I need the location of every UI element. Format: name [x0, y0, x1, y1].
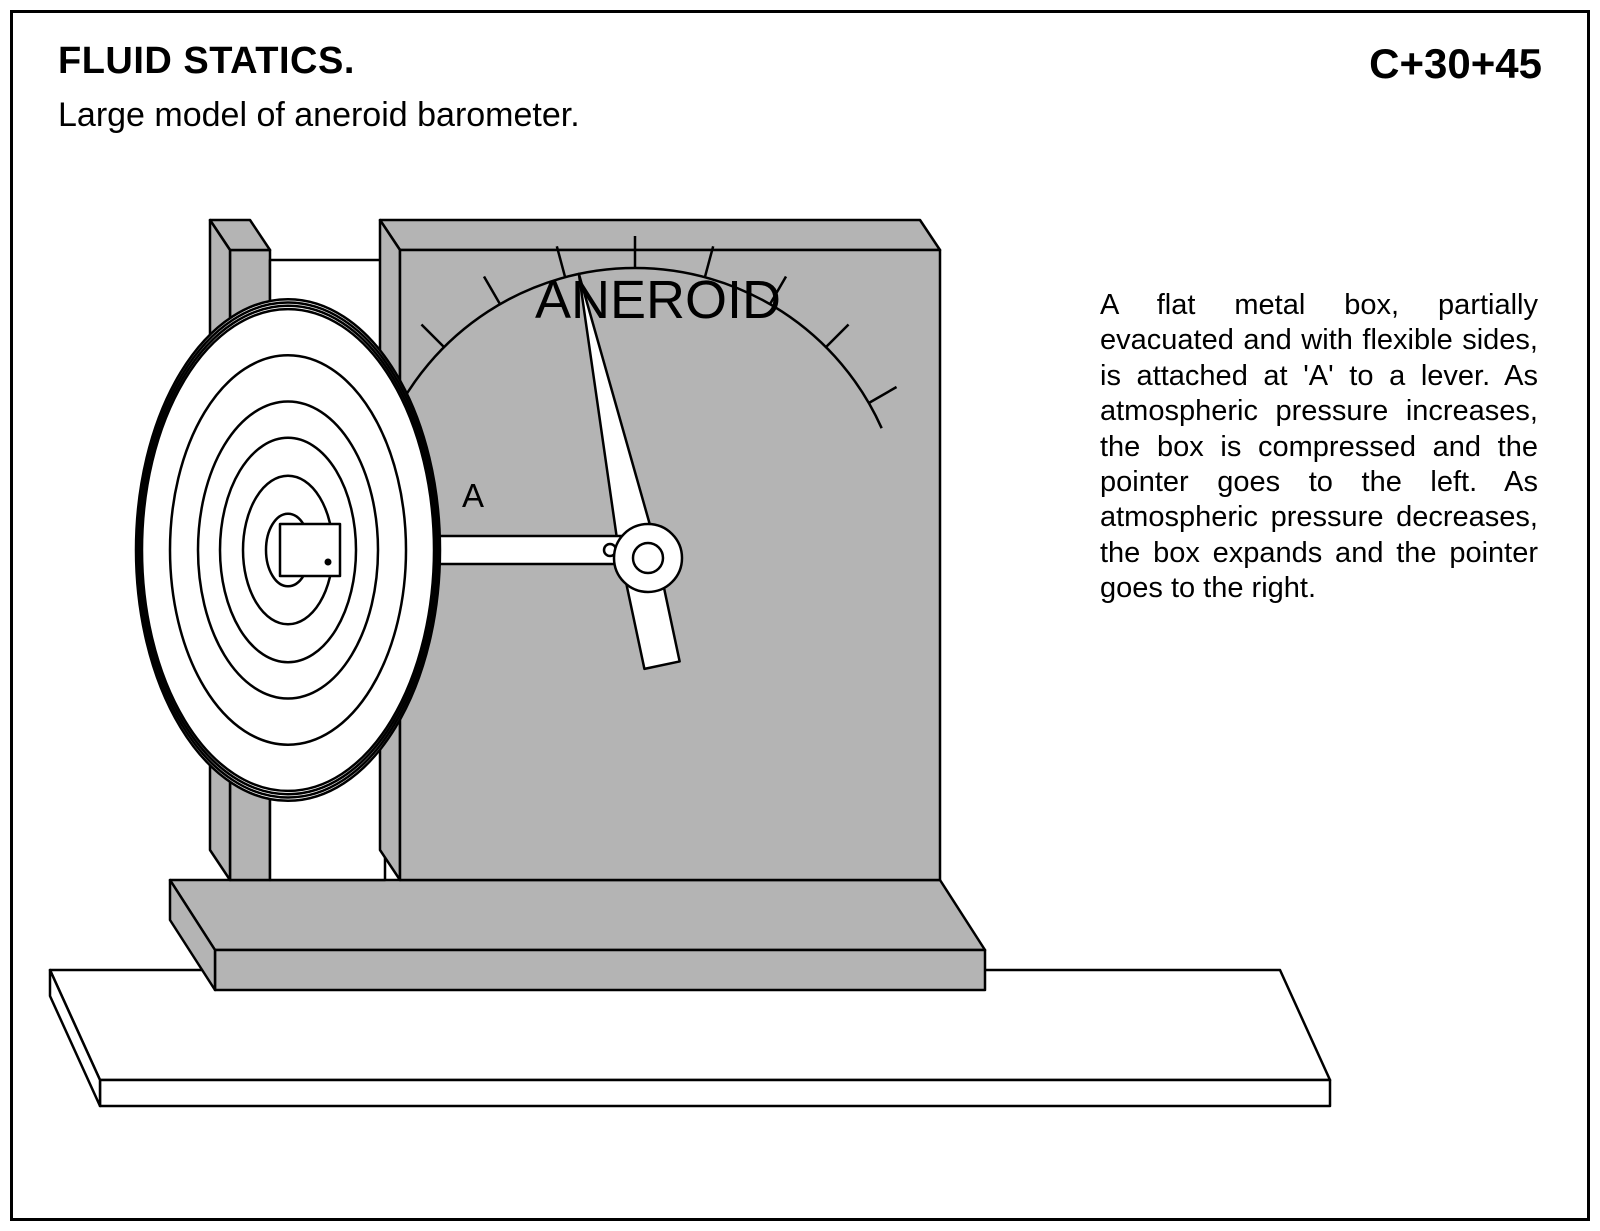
dial-label: ANEROID	[535, 270, 781, 330]
aneroid-barometer-diagram: ANEROID A	[40, 160, 1350, 1160]
reference-code: C+30+45	[1369, 40, 1542, 88]
label-a: A	[462, 477, 484, 514]
section-title: FLUID STATICS.	[58, 40, 355, 83]
section-subtitle: Large model of aneroid barometer.	[58, 96, 580, 135]
